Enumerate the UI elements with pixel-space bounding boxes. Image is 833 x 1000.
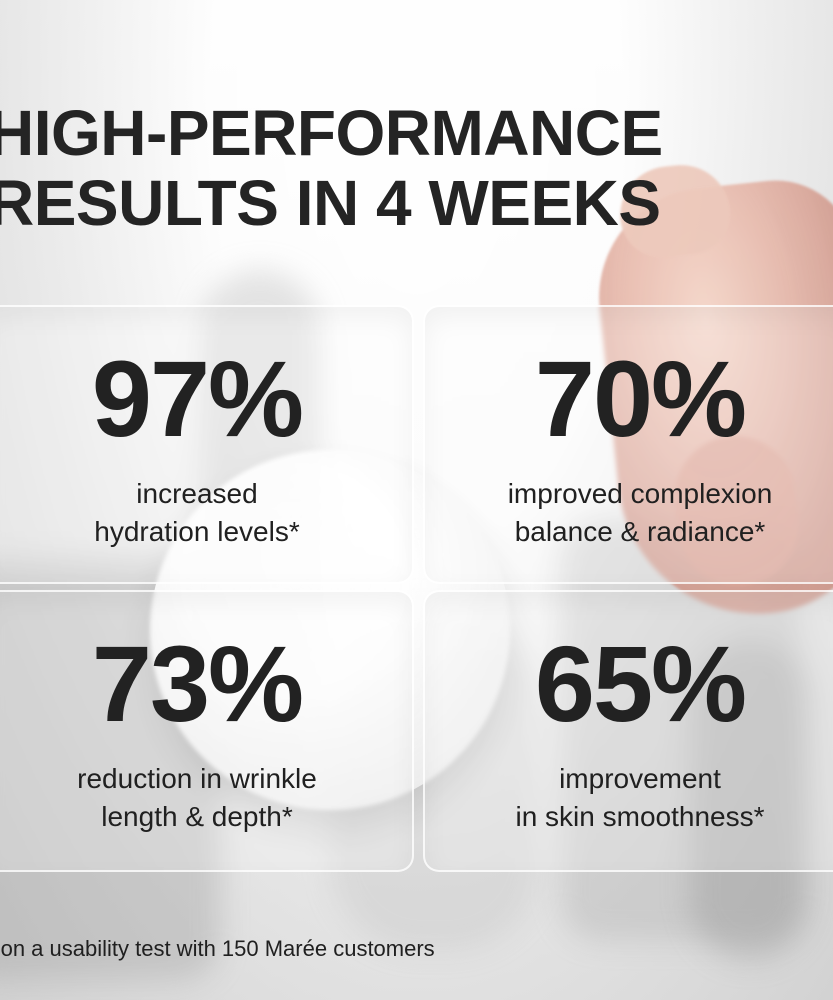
stat-description-line-1: increased [136, 478, 258, 509]
stat-value: 73% [91, 623, 304, 744]
stat-description: improvement in skin smoothness* [425, 760, 833, 836]
stat-description-line-2: length & depth* [101, 800, 293, 832]
stat-description: reduction in wrinkle length & depth* [0, 760, 412, 836]
stat-description: increased hydration levels* [0, 475, 412, 551]
stat-value: 65% [534, 623, 747, 744]
stat-card-smoothness: 65% improvement in skin smoothness* [423, 590, 833, 872]
stat-description-line-2: hydration levels* [94, 515, 300, 547]
footnote: ed on a usability test with 150 Marée cu… [0, 936, 435, 961]
page-title: HIGH-PERFORMANCE RESULTS IN 4 WEEKS [0, 98, 663, 239]
stat-block: 73% reduction in wrinkle length & depth* [0, 630, 412, 836]
stat-description-line-2: in skin smoothness* [515, 800, 765, 832]
stat-value: 70% [534, 338, 747, 459]
stat-card-complexion: 70% improved complexion balance & radian… [423, 305, 833, 584]
stat-description-line-1: improvement [559, 763, 721, 794]
stat-description-line-2: balance & radiance* [514, 515, 766, 547]
stat-block: 70% improved complexion balance & radian… [425, 345, 833, 551]
stat-value: 97% [91, 338, 304, 459]
stat-description-line-1: improved complexion [507, 478, 773, 509]
headline-line-2: RESULTS IN 4 WEEKS [0, 167, 661, 240]
stat-block: 97% increased hydration levels* [0, 345, 412, 551]
stat-card-hydration: 97% increased hydration levels* [0, 305, 414, 584]
stat-block: 65% improvement in skin smoothness* [425, 630, 833, 836]
stat-card-wrinkles: 73% reduction in wrinkle length & depth* [0, 590, 414, 872]
stat-description: improved complexion balance & radiance* [425, 475, 833, 551]
stat-description-line-1: reduction in wrinkle [77, 763, 317, 794]
headline-line-1: HIGH-PERFORMANCE [0, 97, 663, 169]
